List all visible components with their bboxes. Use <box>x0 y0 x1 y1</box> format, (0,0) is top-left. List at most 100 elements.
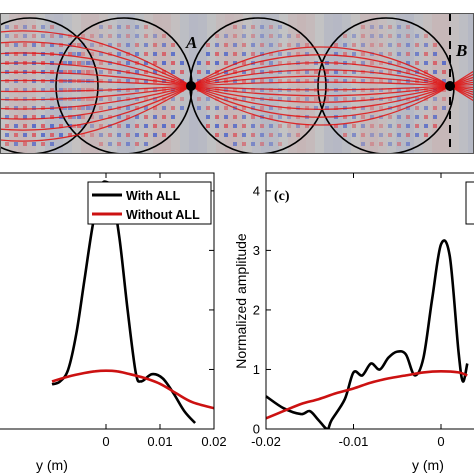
field-dot <box>99 43 103 47</box>
field-dot <box>269 124 273 128</box>
field-dot <box>433 70 437 74</box>
field-dot <box>296 133 300 137</box>
field-dot <box>224 115 228 119</box>
field-dot <box>433 124 437 128</box>
field-dot <box>14 34 18 38</box>
field-dot <box>224 133 228 137</box>
field-dot <box>334 79 338 83</box>
field-dot <box>77 70 81 74</box>
field-dot <box>144 142 148 146</box>
point-label-b: B <box>455 41 467 60</box>
field-dot <box>126 106 130 110</box>
field-dot <box>81 61 85 65</box>
field-dot <box>32 25 36 29</box>
field-dot <box>99 79 103 83</box>
field-dot <box>86 61 90 65</box>
field-dot <box>388 133 392 137</box>
field-dot <box>135 124 139 128</box>
field-dot <box>388 70 392 74</box>
field-dot <box>379 133 383 137</box>
field-dot <box>406 88 410 92</box>
ray-path <box>0 85 192 93</box>
field-dot <box>233 34 237 38</box>
field-dot <box>162 52 166 56</box>
field-dot <box>90 106 94 110</box>
field-dot <box>162 106 166 110</box>
field-dot <box>352 124 356 128</box>
field-dot <box>5 124 9 128</box>
field-dot <box>171 97 175 101</box>
field-dot <box>415 124 419 128</box>
field-dot <box>41 142 45 146</box>
field-dot <box>90 43 94 47</box>
field-dot <box>72 43 76 47</box>
field-dot <box>144 97 148 101</box>
field-dot <box>251 97 255 101</box>
field-band <box>117 13 126 154</box>
field-dot <box>388 25 392 29</box>
field-dot <box>153 61 157 65</box>
field-dot <box>370 115 374 119</box>
field-dot <box>68 106 72 110</box>
field-dot <box>379 79 383 83</box>
field-dot <box>397 115 401 119</box>
field-dot <box>59 52 63 56</box>
field-dot <box>415 34 419 38</box>
field-dot <box>135 34 139 38</box>
field-dot <box>260 106 264 110</box>
field-dot <box>90 133 94 137</box>
field-dot <box>415 79 419 83</box>
field-dot <box>206 106 210 110</box>
field-dot <box>424 115 428 119</box>
field-dot <box>32 34 36 38</box>
field-band <box>99 13 108 154</box>
field-dot <box>117 79 121 83</box>
field-dot <box>144 124 148 128</box>
field-dot <box>287 43 291 47</box>
panel-c-xlabel: y (m) <box>412 457 444 473</box>
field-dot <box>379 70 383 74</box>
field-dot <box>108 34 112 38</box>
field-dot <box>153 34 157 38</box>
field-dot <box>343 115 347 119</box>
field-dot <box>144 115 148 119</box>
field-dot <box>433 115 437 119</box>
field-dot <box>197 70 201 74</box>
field-dot <box>23 142 27 146</box>
field-dot <box>126 88 130 92</box>
field-dot <box>325 79 329 83</box>
field-band <box>81 13 90 154</box>
field-dot <box>50 70 54 74</box>
field-dot <box>135 43 139 47</box>
field-dot <box>86 97 90 101</box>
panel-b-x-ticks: 0 0.01 0.02 <box>102 173 227 449</box>
field-dot <box>153 115 157 119</box>
ray-trajectories <box>0 30 474 142</box>
field-dot <box>5 142 9 146</box>
field-dot <box>108 97 112 101</box>
field-dot <box>361 61 365 65</box>
field-dot <box>343 34 347 38</box>
field-dot <box>334 43 338 47</box>
field-dot <box>135 133 139 137</box>
panel-b-xlabel: y (m) <box>36 457 68 473</box>
field-dot <box>50 115 54 119</box>
field-dot <box>424 34 428 38</box>
field-dot <box>269 25 273 29</box>
field-dot <box>68 88 72 92</box>
field-dot <box>206 43 210 47</box>
field-dot <box>144 106 148 110</box>
field-dot <box>379 88 383 92</box>
field-dot <box>242 25 246 29</box>
field-dot <box>269 79 273 83</box>
field-dot <box>233 52 237 56</box>
field-dot <box>406 133 410 137</box>
field-dot <box>108 70 112 74</box>
field-dot <box>242 34 246 38</box>
field-dot <box>135 115 139 119</box>
field-band <box>45 13 54 154</box>
field-dot <box>233 88 237 92</box>
field-band <box>369 13 378 154</box>
field-dot <box>424 124 428 128</box>
field-dot <box>108 43 112 47</box>
